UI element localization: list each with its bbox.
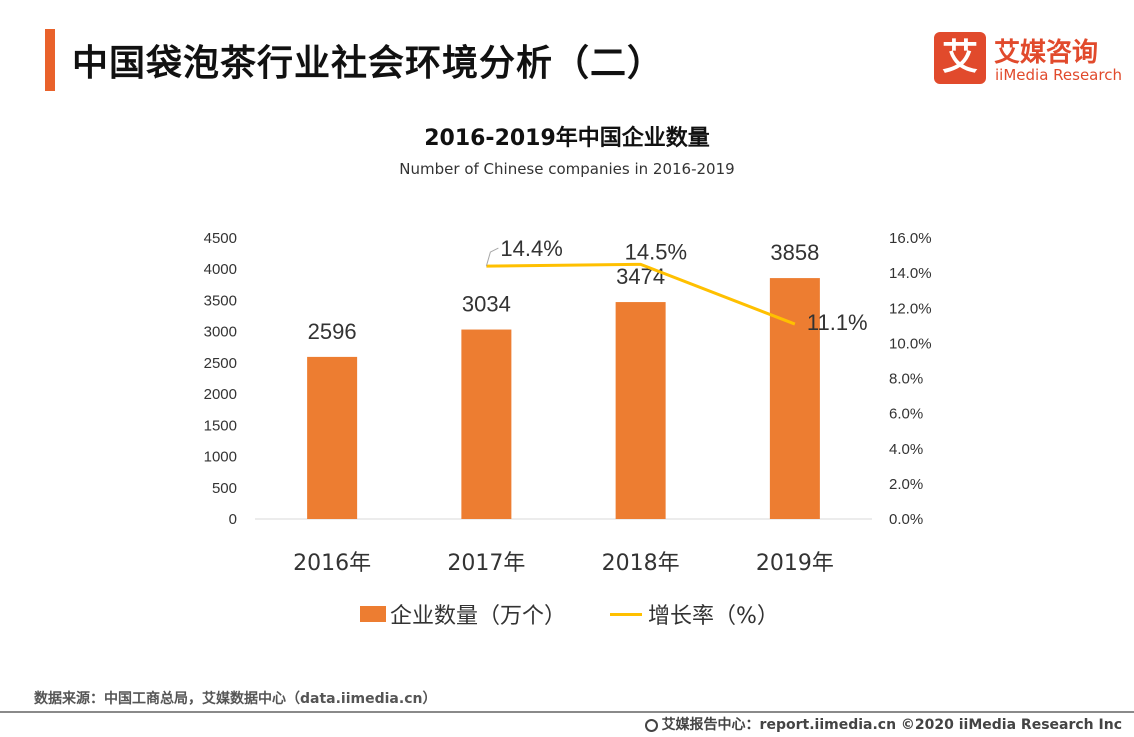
chart-title: 2016-2019年中国企业数量 — [424, 126, 710, 151]
bar-data-label: 3858 — [770, 240, 819, 265]
combo-chart: 0 500 1000 1500 2000 2500 3000 3500 4000 4500 0.0%… — [204, 230, 932, 576]
y-right-tick-label: 2.0% — [889, 476, 923, 493]
y-left-tick-label: 4500 — [204, 230, 237, 247]
logo-text-cn: 艾媒咨询 — [994, 38, 1099, 68]
growth-data-label: 11.1% — [807, 310, 868, 335]
y-left-tick-label: 500 — [212, 480, 237, 497]
y-right-tick-label: 8.0% — [889, 371, 923, 388]
y-right-tick-label: 6.0% — [889, 406, 923, 423]
y-right-tick-label: 0.0% — [889, 511, 923, 528]
y-left-tick-label: 4000 — [204, 261, 237, 278]
page-title: 中国袋泡茶行业社会环境分析（二） — [72, 43, 665, 84]
growth-data-label: 14.5% — [625, 239, 687, 264]
y-right-tick-label: 10.0% — [889, 335, 932, 352]
footer-text: 艾媒报告中心：report.iimedia.cn ©2020 iiMedia R… — [661, 717, 1122, 733]
growth-rate-line — [486, 262, 796, 326]
footer-divider — [0, 711, 1134, 713]
y-left-tick-label: 0 — [229, 511, 237, 528]
data-source: 数据来源：中国工商总局，艾媒数据中心（data.iimedia.cn） — [34, 691, 437, 707]
y-left-tick-label: 1000 — [204, 449, 237, 466]
bar — [615, 302, 666, 519]
y-right-tick-label: 4.0% — [889, 441, 923, 458]
x-tick-label: 2019年 — [756, 551, 834, 576]
title-accent-bar — [45, 29, 55, 91]
legend-label-bar: 企业数量（万个） — [390, 604, 567, 629]
globe-icon — [644, 719, 658, 732]
y-left-tick-label: 3000 — [204, 324, 237, 341]
y-right-tick-label: 16.0% — [889, 230, 932, 247]
bar-data-label: 3474 — [616, 264, 665, 289]
bar-data-label: 2596 — [308, 319, 357, 344]
legend-swatch-bar — [360, 606, 386, 622]
brand-logo: 艾 艾媒咨询 iiMedia Research — [934, 32, 1122, 88]
data-label-leader — [485, 247, 499, 267]
x-tick-label: 2018年 — [602, 551, 680, 576]
y-right-tick-label: 14.0% — [889, 265, 932, 282]
y-left-tick-label: 1500 — [204, 417, 237, 434]
logo-text-en: iiMedia Research — [995, 66, 1122, 84]
growth-data-label: 14.4% — [500, 236, 562, 261]
footer-copyright: 艾媒报告中心：report.iimedia.cn ©2020 iiMedia R… — [644, 714, 1122, 734]
bar — [307, 356, 358, 519]
legend-label-line: 增长率（%） — [648, 604, 779, 629]
bar — [461, 329, 512, 519]
y-left-tick-label: 3500 — [204, 292, 237, 309]
x-tick-label: 2016年 — [293, 551, 371, 576]
logo-mark: 艾 — [934, 32, 986, 84]
bar-data-label: 3034 — [462, 292, 511, 317]
legend-swatch-line — [610, 613, 642, 616]
y-left-tick-label: 2500 — [204, 355, 237, 372]
y-right-tick-label: 12.0% — [889, 300, 932, 317]
x-tick-label: 2017年 — [447, 551, 525, 576]
y-left-tick-label: 2000 — [204, 386, 237, 403]
chart-subtitle: Number of Chinese companies in 2016-2019 — [399, 160, 735, 178]
